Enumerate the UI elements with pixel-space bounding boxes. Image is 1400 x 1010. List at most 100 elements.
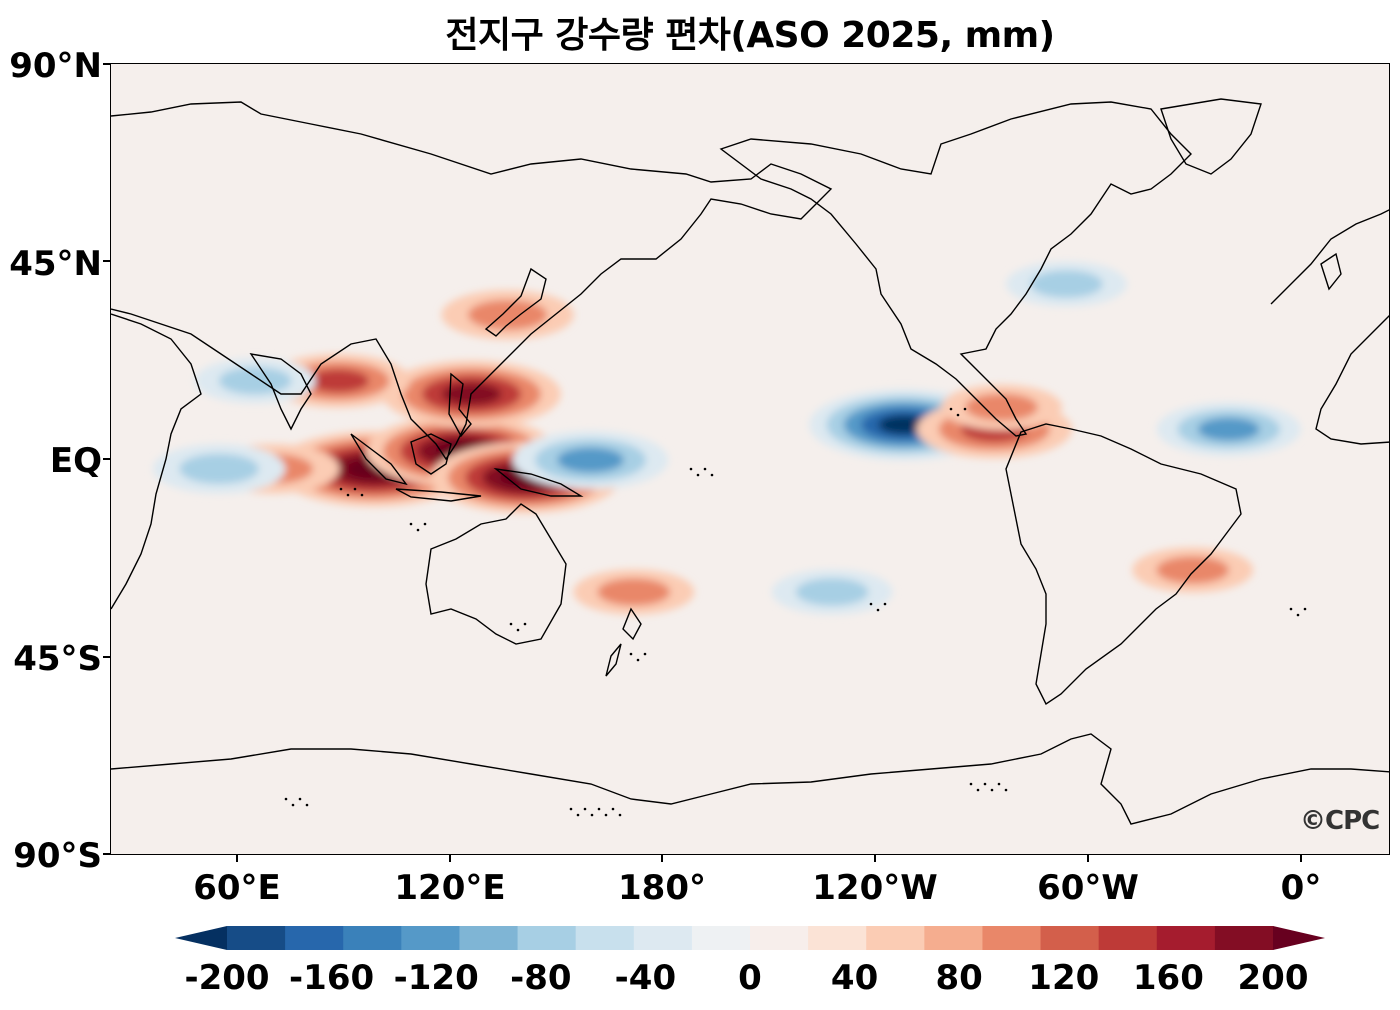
colorbar-tick-label: 40	[830, 958, 879, 998]
stipple-dot	[1303, 607, 1307, 611]
anomaly-blob	[1197, 417, 1260, 441]
stipple-dot	[689, 467, 693, 471]
stipple-dot	[611, 807, 615, 811]
stipple-dot	[423, 522, 427, 526]
lon-label-120w: 120°W	[812, 868, 938, 908]
stipple-dot	[284, 797, 288, 801]
stipple-dot	[291, 803, 295, 807]
colorbar-cell	[575, 926, 635, 950]
anomaly-field	[152, 261, 1301, 615]
stipple-dot	[569, 807, 573, 811]
coastline-south-america	[1005, 423, 1242, 706]
map-panel	[110, 63, 1390, 855]
stipple-dot	[1004, 788, 1008, 792]
stipple-dot	[990, 788, 994, 792]
stipple-dot	[346, 493, 350, 497]
lon-tick	[236, 855, 238, 862]
colorbar-cell	[750, 926, 809, 950]
lon-tick	[449, 855, 451, 862]
stipple-dot	[576, 813, 580, 817]
stipple-dot	[963, 407, 967, 411]
coastline-antarctica	[111, 733, 1389, 825]
coastline-greenland	[1160, 98, 1262, 175]
stipple-dot	[956, 413, 960, 417]
lon-label-60w: 60°W	[1037, 868, 1139, 908]
stipple-dot	[353, 487, 357, 491]
colorbar-tick-label: -40	[614, 958, 677, 998]
coastline-british-isles	[1320, 252, 1342, 291]
stipple-dot	[1296, 613, 1300, 617]
colorbar-cell	[924, 926, 983, 950]
significance-stippling	[284, 407, 1307, 817]
anomaly-blob	[179, 453, 259, 484]
stipple-dot	[523, 622, 527, 626]
stipple-dot	[883, 602, 887, 606]
coastline-australia	[425, 503, 567, 645]
stipple-dot	[869, 602, 873, 606]
colorbar-cell	[691, 926, 751, 950]
colorbar-cell	[285, 926, 344, 950]
colorbar-cell	[459, 926, 519, 950]
coastline-new-guinea	[493, 467, 584, 497]
stipple-dot	[583, 807, 587, 811]
coastline-europe	[1270, 209, 1389, 305]
lat-tick	[103, 853, 110, 855]
stipple-dot	[876, 608, 880, 612]
colorbar-tick-label: 160	[1132, 958, 1204, 998]
stipple-dot	[409, 522, 413, 526]
anomaly-blob	[467, 299, 548, 330]
precip-anomaly-map	[111, 64, 1389, 854]
anomaly-blob	[1030, 270, 1103, 298]
lon-label-120e: 120°E	[394, 868, 506, 908]
stipple-dot	[298, 797, 302, 801]
lat-tick	[103, 63, 110, 65]
anomaly-blob	[557, 447, 624, 473]
lon-tick	[874, 855, 876, 862]
lat-label-eq: EQ	[49, 441, 102, 481]
lat-label-90s: 90°S	[13, 836, 102, 876]
lat-label-45n: 45°N	[9, 244, 102, 284]
coastline-japan	[484, 267, 547, 337]
colorbar-tick-label: 200	[1237, 958, 1309, 998]
coastline-borneo	[410, 433, 452, 475]
stipple-dot	[590, 813, 594, 817]
colorbar-extend-min	[175, 926, 227, 950]
lat-label-90n: 90°N	[9, 46, 102, 86]
stipple-dot	[703, 467, 707, 471]
colorbar-tick-label: 0	[738, 958, 762, 998]
colorbar-cell	[808, 926, 867, 950]
stipple-dot	[305, 803, 309, 807]
colorbar-cell	[517, 926, 577, 950]
colorbar-tick-label: -200	[184, 958, 270, 998]
lon-tick	[661, 855, 663, 862]
lon-tick	[1300, 855, 1302, 862]
lon-label-180: 180°	[618, 868, 706, 908]
colorbar-cell	[401, 926, 460, 950]
coastline-sumatra-java	[350, 433, 482, 502]
colorbar-cell	[1156, 926, 1216, 950]
stipple-dot	[969, 782, 973, 786]
stipple-dot	[1289, 607, 1293, 611]
stipple-dot	[643, 652, 647, 656]
coastline-west-africa	[1315, 315, 1389, 445]
lat-label-45s: 45°S	[13, 639, 102, 679]
colorbar-cell	[227, 926, 286, 950]
colorbar-cell	[982, 926, 1042, 950]
colorbar-tick-label: -80	[510, 958, 572, 998]
stipple-dot	[710, 473, 714, 477]
colorbar-tick-label: 120	[1028, 958, 1100, 998]
lon-label-0: 0°	[1280, 868, 1322, 908]
colorbar-cell	[1214, 926, 1274, 950]
stipple-dot	[509, 622, 513, 626]
stipple-dot	[983, 782, 987, 786]
colorbar-tick-label: -160	[289, 958, 375, 998]
stipple-dot	[360, 493, 364, 497]
colorbar-extend-max	[1273, 926, 1325, 950]
anomaly-blob	[307, 369, 370, 393]
stipple-dot	[516, 628, 520, 632]
stipple-dot	[949, 407, 953, 411]
lon-tick	[1087, 855, 1089, 862]
stipple-dot	[997, 782, 1001, 786]
anomaly-blob	[965, 393, 1038, 421]
stipple-dot	[618, 813, 622, 817]
